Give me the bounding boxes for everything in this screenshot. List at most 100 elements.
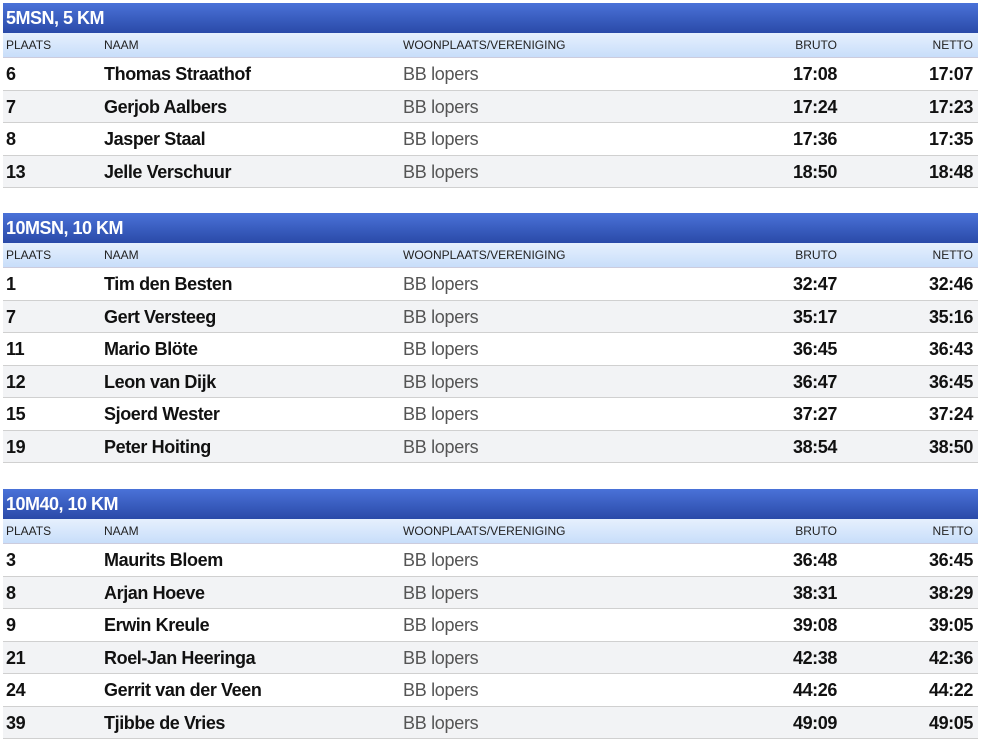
results-table: 10MSN, 10 KM PLAATS NAAM WOONPLAATS/VERENI…: [3, 213, 978, 463]
cell-naam: Thomas Straathof: [104, 64, 251, 84]
column-header-plaats: PLAATS: [6, 248, 52, 262]
cell-plaats: 7: [6, 96, 16, 117]
cell-woonplaats: BB lopers: [403, 680, 479, 700]
cell-netto: 17:07: [928, 64, 973, 84]
cell-woonplaats: BB lopers: [403, 550, 479, 570]
cell-bruto: 36:45: [792, 339, 837, 359]
cell-woonplaats: BB lopers: [403, 339, 479, 359]
cell-netto: 37:24: [928, 404, 973, 424]
cell-naam: Roel-Jan Heeringa: [104, 647, 256, 668]
table-row: 21 Roel-Jan Heeringa BB lopers 42:38 42:36: [3, 641, 978, 674]
cell-netto: 44:22: [928, 680, 973, 700]
category-title: 10MSN, 10 KM: [3, 213, 978, 243]
cell-plaats: 3: [6, 550, 16, 570]
column-header-naam: NAAM: [104, 38, 139, 52]
cell-bruto: 36:47: [792, 371, 837, 392]
cell-naam: Gert Versteeg: [104, 306, 216, 327]
cell-bruto: 18:50: [792, 161, 837, 182]
cell-netto: 32:46: [928, 274, 973, 294]
cell-woonplaats: BB lopers: [403, 96, 479, 117]
cell-netto: 42:36: [928, 647, 973, 668]
table-row: 8 Arjan Hoeve BB lopers 38:31 38:29: [3, 576, 978, 609]
cell-naam: Sjoerd Wester: [104, 404, 220, 424]
table-row: 1 Tim den Besten BB lopers 32:47 32:46: [3, 268, 978, 301]
cell-bruto: 39:08: [792, 615, 837, 635]
cell-bruto: 37:27: [792, 404, 837, 424]
category-title: 10M40, 10 KM: [3, 489, 978, 519]
column-header-naam: NAAM: [104, 524, 139, 538]
cell-bruto: 17:36: [792, 129, 837, 149]
cell-naam: Gerjob Aalbers: [104, 96, 227, 117]
table-row: 19 Peter Hoiting BB lopers 38:54 38:50: [3, 430, 978, 463]
cell-bruto: 35:17: [792, 306, 837, 327]
cell-woonplaats: BB lopers: [403, 647, 479, 668]
cell-bruto: 49:09: [792, 712, 837, 733]
table-row: 6 Thomas Straathof BB lopers 17:08 17:07: [3, 58, 978, 91]
column-header-row: PLAATS NAAM WOONPLAATS/VERENIGING BRUTO NETT…: [3, 519, 978, 544]
cell-woonplaats: BB lopers: [403, 371, 479, 392]
cell-naam: Maurits Bloem: [104, 550, 223, 570]
cell-plaats: 13: [6, 161, 26, 182]
cell-plaats: 39: [6, 712, 26, 733]
cell-netto: 38:50: [928, 436, 973, 457]
cell-plaats: 19: [6, 436, 26, 457]
column-header-woonplaats: WOONPLAATS/VERENIGING: [403, 38, 566, 52]
cell-naam: Tjibbe de Vries: [104, 712, 226, 733]
cell-netto: 18:48: [928, 161, 973, 182]
cell-woonplaats: BB lopers: [403, 274, 479, 294]
cell-bruto: 36:48: [792, 550, 837, 570]
table-row: 24 Gerrit van der Veen BB lopers 44:26 44:22: [3, 674, 978, 707]
cell-netto: 35:16: [928, 306, 973, 327]
cell-woonplaats: BB lopers: [403, 712, 479, 733]
results-table: 5MSN, 5 KM PLAATS NAAM WOONPLAATS/VERENIGI…: [3, 3, 978, 188]
cell-woonplaats: BB lopers: [403, 64, 479, 84]
cell-woonplaats: BB lopers: [403, 582, 479, 603]
cell-woonplaats: BB lopers: [403, 129, 479, 149]
cell-netto: 36:45: [928, 550, 973, 570]
cell-woonplaats: BB lopers: [403, 306, 479, 327]
cell-plaats: 1: [6, 274, 16, 294]
cell-plaats: 6: [6, 64, 16, 84]
cell-netto: 17:35: [928, 129, 973, 149]
cell-bruto: 38:54: [792, 436, 837, 457]
cell-naam: Leon van Dijk: [104, 371, 216, 392]
column-header-bruto: BRUTO: [795, 38, 837, 52]
table-row: 11 Mario Blöte BB lopers 36:45 36:43: [3, 333, 978, 366]
table-row: 8 Jasper Staal BB lopers 17:36 17:35: [3, 123, 978, 156]
cell-plaats: 15: [6, 404, 26, 424]
cell-naam: Gerrit van der Veen: [104, 680, 262, 700]
cell-plaats: 11: [6, 339, 25, 359]
cell-bruto: 42:38: [792, 647, 837, 668]
cell-bruto: 38:31: [792, 582, 837, 603]
cell-naam: Mario Blöte: [104, 339, 198, 359]
cell-bruto: 17:08: [792, 64, 837, 84]
cell-woonplaats: BB lopers: [403, 615, 479, 635]
table-row: 7 Gert Versteeg BB lopers 35:17 35:16: [3, 300, 978, 333]
cell-naam: Peter Hoiting: [104, 436, 211, 457]
column-header-plaats: PLAATS: [6, 524, 52, 538]
column-header-row: PLAATS NAAM WOONPLAATS/VERENIGING BRUTO NETT…: [3, 33, 978, 58]
column-header-woonplaats: WOONPLAATS/VERENIGING: [403, 248, 566, 262]
table-row: 12 Leon van Dijk BB lopers 36:47 36:45: [3, 365, 978, 398]
cell-naam: Tim den Besten: [104, 274, 233, 294]
column-header-netto: NETTO: [932, 524, 973, 538]
cell-naam: Arjan Hoeve: [104, 582, 205, 603]
category-title: 5MSN, 5 KM: [3, 3, 978, 33]
cell-bruto: 44:26: [792, 680, 837, 700]
cell-bruto: 32:47: [792, 274, 837, 294]
cell-woonplaats: BB lopers: [403, 404, 479, 424]
cell-plaats: 24: [6, 680, 26, 700]
cell-woonplaats: BB lopers: [403, 161, 479, 182]
column-header-bruto: BRUTO: [795, 248, 837, 262]
cell-plaats: 21: [6, 647, 26, 668]
cell-plaats: 9: [6, 615, 16, 635]
column-header-plaats: PLAATS: [6, 38, 52, 52]
cell-netto: 39:05: [928, 615, 973, 635]
cell-netto: 38:29: [928, 582, 973, 603]
column-header-bruto: BRUTO: [795, 524, 837, 538]
cell-woonplaats: BB lopers: [403, 436, 479, 457]
table-row: 7 Gerjob Aalbers BB lopers 17:24 17:23: [3, 90, 978, 123]
column-header-row: PLAATS NAAM WOONPLAATS/VERENIGING BRUTO NETT…: [3, 243, 978, 268]
cell-netto: 36:45: [928, 371, 973, 392]
column-header-netto: NETTO: [932, 248, 973, 262]
